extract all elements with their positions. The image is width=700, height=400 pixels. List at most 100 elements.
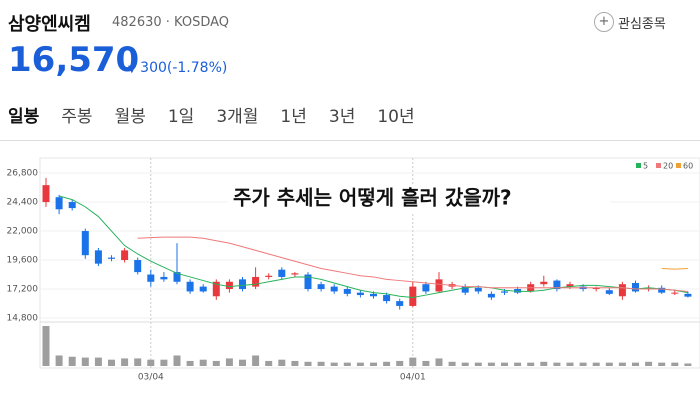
volume-bar — [173, 355, 181, 366]
volume-bar — [618, 362, 626, 366]
volume-bar — [330, 362, 338, 366]
candle-body — [671, 292, 679, 294]
candle-body — [121, 250, 129, 261]
legend-label: 5 — [643, 162, 648, 171]
volume-bar — [684, 363, 692, 366]
candle-body — [291, 273, 299, 275]
volume-bar — [356, 362, 364, 366]
volume-bar — [55, 355, 63, 366]
candle-body — [553, 280, 561, 290]
tab[interactable]: 3년 — [328, 107, 356, 127]
legend-swatch — [656, 163, 661, 168]
volume-bar — [566, 362, 574, 366]
candle-body — [134, 260, 142, 273]
y-tick-label: 26,800 — [7, 169, 39, 179]
tabs: 일봉 주봉 월봉 1일 3개월 1년 3년 10년 — [8, 102, 437, 127]
candle-body — [81, 231, 89, 256]
candle-body — [487, 293, 495, 298]
chart-title: 주가 추세는 어떻게 흘러 갔을까? — [233, 186, 512, 210]
tab[interactable]: 주봉 — [61, 107, 93, 127]
watch-label: 관심종목 — [618, 16, 666, 32]
candle-body — [461, 286, 469, 293]
volume-bar — [42, 326, 50, 366]
volume-bar — [160, 359, 168, 366]
candle-body — [199, 286, 207, 292]
volume-bar — [645, 361, 653, 366]
candle-body — [501, 291, 508, 293]
volume-bar — [396, 360, 404, 366]
stock-code: 482630 · KOSDAQ — [112, 15, 230, 30]
volume-bar — [592, 362, 600, 366]
candle-body — [330, 286, 338, 292]
ma-line — [58, 195, 688, 298]
candle-body — [370, 293, 377, 297]
volume-bar — [225, 358, 233, 366]
candle-body — [108, 257, 115, 259]
candle-body — [147, 274, 155, 282]
legend-label: 20 — [663, 162, 673, 171]
y-tick-label: 22,000 — [7, 227, 39, 237]
tab[interactable]: 일봉 — [8, 107, 40, 127]
volume-bar — [501, 362, 508, 366]
tab[interactable]: 10년 — [377, 107, 415, 127]
candle-body — [186, 281, 194, 292]
volume-bar — [317, 361, 325, 366]
market: KOSDAQ — [174, 15, 230, 30]
volume-bar — [291, 360, 299, 366]
candle-body — [239, 279, 246, 290]
candle-body — [343, 289, 351, 294]
volume-bar — [304, 361, 312, 366]
y-tick-label: 14,800 — [7, 314, 39, 324]
ma-line — [661, 267, 688, 270]
tab[interactable]: 3개월 — [216, 107, 259, 127]
price-change: ▼ 300(-1.78%) — [128, 60, 228, 76]
x-tick-label: 03/04 — [138, 373, 164, 383]
candle-body — [618, 284, 626, 297]
legend-swatch — [636, 163, 641, 168]
candle-body — [540, 281, 548, 285]
volume-bar — [383, 361, 391, 366]
candle-body — [94, 250, 102, 264]
chart-frame — [39, 157, 700, 369]
x-tick-label: 04/01 — [400, 373, 426, 383]
candle-body — [435, 279, 443, 292]
tab[interactable]: 월봉 — [114, 107, 146, 127]
candle-body — [658, 287, 666, 293]
legend-label: 60 — [683, 162, 693, 171]
volume-bar — [239, 359, 246, 366]
volume-bar — [265, 360, 273, 366]
candle-body — [592, 287, 600, 290]
volume-bar — [579, 362, 587, 366]
volume-bar — [252, 355, 260, 366]
watch-button[interactable]: + 관심종목 — [594, 12, 666, 32]
candle-body — [474, 287, 482, 292]
y-tick-label: 19,600 — [7, 256, 39, 266]
tab[interactable]: 1일 — [167, 107, 195, 127]
title-bg — [228, 184, 610, 214]
volume-bar — [278, 359, 286, 366]
y-tick-label: 24,400 — [7, 198, 39, 208]
candle-body — [422, 284, 430, 292]
volume-bar — [81, 357, 89, 366]
volume-bar — [632, 362, 639, 366]
candle-body — [173, 272, 181, 282]
volume-bar — [605, 362, 613, 366]
volume-bar — [147, 359, 155, 366]
change: 300(-1.78%) — [140, 60, 228, 76]
volume-bar — [671, 362, 679, 366]
volume-bar — [409, 357, 417, 366]
divider — [0, 140, 700, 141]
volume-bar — [435, 358, 443, 366]
candle-body — [409, 286, 417, 306]
candle-body — [356, 292, 364, 296]
candle-body — [605, 290, 613, 294]
price: 16,570 — [8, 40, 140, 80]
ma-line — [137, 236, 688, 292]
volume-bar — [553, 362, 561, 366]
candle-body — [225, 281, 233, 290]
candle-body — [160, 276, 168, 280]
volume-bar — [108, 359, 115, 366]
tab[interactable]: 1년 — [280, 107, 307, 127]
stock-name: 삼양엔씨켐 — [8, 14, 91, 35]
volume-bar — [527, 362, 535, 366]
